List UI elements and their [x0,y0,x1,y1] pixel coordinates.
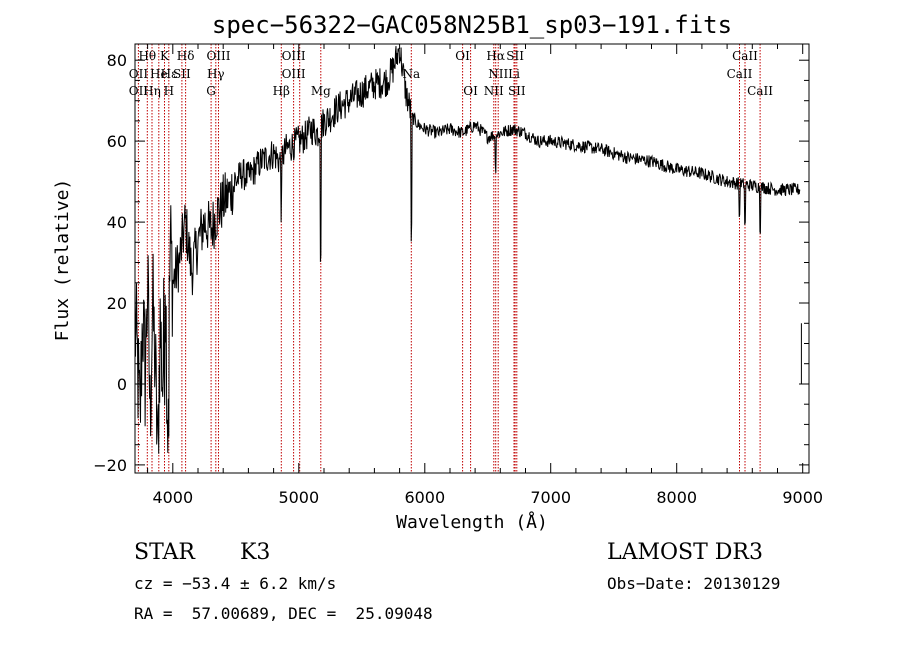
spectral-line-label: CaII [727,67,753,81]
spectrum-line [134,46,802,454]
spectral-line-label: Hη [143,84,161,98]
x-tick-label: 4000 [152,488,193,507]
observation-date: Obs−Date: 20130129 [607,574,781,593]
spectral-line-label: Hθ [138,49,156,63]
spectral-line-label: OIII [282,67,306,81]
axis-ticks [135,44,809,473]
spectral-line-label: OIII [206,49,230,63]
coordinates-readout: RA = 57.00689, DEC = 25.09048 [134,604,433,623]
object-class: STAR [134,540,195,565]
spectral-line-label: OII [129,67,149,81]
spectral-line-label: Mg [311,84,331,98]
object-subclass: K3 [240,540,271,565]
spectral-line-label: SII [506,49,524,63]
spectral-line-label: CaII [747,84,773,98]
spectral-line-label: H [164,84,174,98]
spectral-line-label: SII [173,67,191,81]
spectral-line-label: Hγ [207,67,225,81]
spectral-line-label: K [160,49,170,63]
spectral-line-label: OIII [282,49,306,63]
y-tick-labels: −20 0 20 40 60 80 [93,51,127,475]
x-tick-label: 8000 [656,488,697,507]
x-tick-label: 9000 [782,488,823,507]
spectral-line-markers [137,44,761,473]
y-axis-title: Flux (relative) [52,179,73,342]
spectral-line-label: G [206,84,216,98]
plot-frame [134,43,810,474]
x-tick-labels: 4000 5000 6000 7000 8000 9000 [152,488,823,507]
y-tick-label: −20 [93,456,127,475]
x-axis-title: Wavelength (Å) [396,511,548,533]
survey-name: LAMOST DR3 [607,540,763,565]
velocity-readout: cz = −53.4 ± 6.2 km/s [134,574,337,593]
y-tick-label: 80 [107,51,127,70]
spectral-line-label: OII [129,84,149,98]
spectral-line-label: Hε [161,67,178,81]
y-tick-label: 20 [107,294,127,313]
spectral-line-label: NII [484,84,504,98]
y-tick-label: 0 [117,375,127,394]
spectral-line-label: He [150,67,168,81]
spectral-line-label: SII [508,84,526,98]
spectral-line-label: CaII [732,49,758,63]
spectral-line-label: OI [463,84,478,98]
spectral-line-label: Na [402,67,420,81]
y-tick-label: 60 [107,132,127,151]
chart-title: spec−56322−GAC058N25B1_sp03−191.fits [212,11,732,39]
spectral-line-label: OI [455,49,470,63]
spectral-line-label: Hβ [273,84,290,98]
spectral-line-label: Hα [486,49,505,63]
x-tick-label: 5000 [278,488,319,507]
spectral-line-label: Li [508,67,520,81]
spectral-line-label: NII [488,67,508,81]
x-tick-label: 7000 [530,488,571,507]
x-tick-label: 6000 [404,488,445,507]
spectral-line-label: Hδ [177,49,195,63]
y-tick-label: 40 [107,213,127,232]
